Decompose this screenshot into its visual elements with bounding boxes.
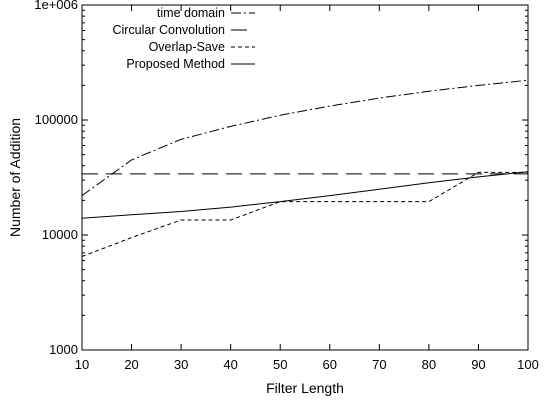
axis-ticks: 10 20 30 40 50 60 70 80 90 100 1000 10000 100000 1e+0…: [34, 0, 539, 372]
x-tick-label: 90: [471, 357, 485, 372]
y-tick-label: 1e+006: [34, 0, 78, 12]
x-tick-label: 10: [75, 357, 89, 372]
x-tick-label: 20: [124, 357, 138, 372]
legend-label-overlap-save: Overlap-Save: [149, 40, 225, 54]
x-tick-label: 60: [323, 357, 337, 372]
series-line-proposed-method: [81, 171, 529, 219]
x-tick-label: 40: [223, 357, 237, 372]
legend-label-time-domain: time domain: [157, 6, 225, 20]
legend: time domain Circular Convolution Overlap-S…: [112, 6, 255, 71]
y-axis-label: Number of Addition: [7, 118, 23, 237]
y-tick-label: 1000: [49, 342, 78, 357]
x-tick-label: 80: [422, 357, 436, 372]
series-line-time-domain: [81, 79, 529, 197]
x-axis-label: Filter Length: [266, 380, 344, 396]
y-tick-label: 10000: [42, 227, 78, 242]
series-lines: [81, 79, 529, 257]
x-tick-label: 50: [273, 357, 287, 372]
x-tick-label: 100: [517, 357, 539, 372]
legend-label-circular-convolution: Circular Convolution: [112, 23, 225, 37]
x-tick-label: 70: [372, 357, 386, 372]
series-line-overlap-save: [81, 171, 528, 257]
legend-label-proposed-method: Proposed Method: [126, 57, 225, 71]
x-tick-label: 30: [174, 357, 188, 372]
y-tick-label: 100000: [35, 112, 78, 127]
plot-frame: [81, 4, 529, 351]
